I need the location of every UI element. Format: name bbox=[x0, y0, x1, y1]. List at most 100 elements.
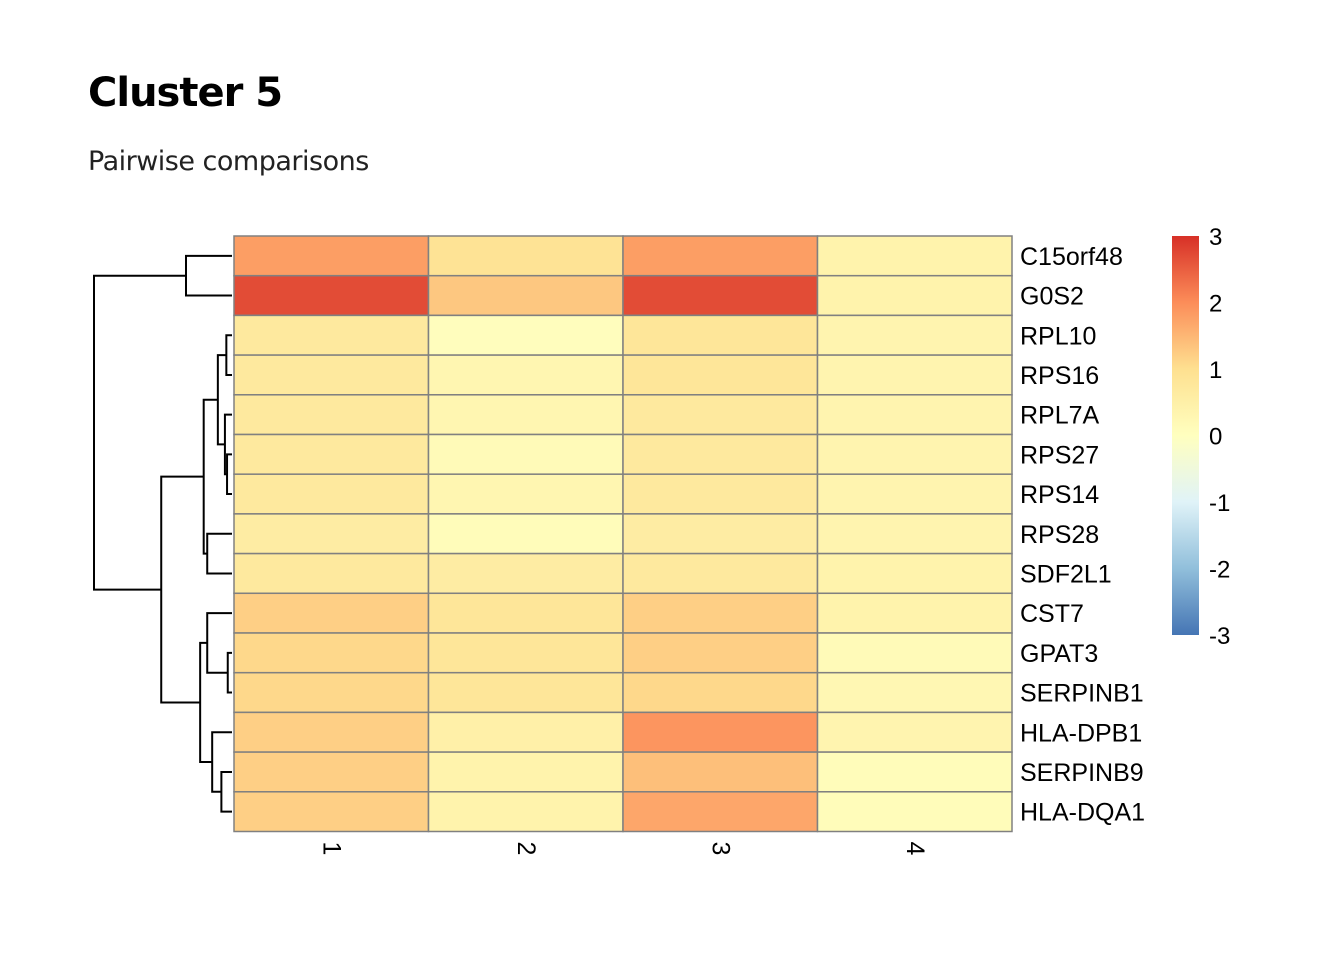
heatmap-cell bbox=[233, 513, 430, 555]
legend-tick-label: -2 bbox=[1209, 557, 1230, 584]
heatmap-cell bbox=[816, 632, 1013, 674]
heatmap-cell bbox=[816, 274, 1013, 317]
heatmap-cell bbox=[622, 632, 819, 674]
heatmap-cell bbox=[622, 394, 819, 436]
heatmap-cell bbox=[233, 751, 430, 793]
heatmap-cell bbox=[427, 235, 624, 277]
heatmap-cell bbox=[816, 354, 1013, 396]
heatmap-cell bbox=[816, 751, 1013, 793]
row-label: GPAT3 bbox=[1020, 640, 1098, 668]
dendrogram-branch bbox=[226, 453, 232, 496]
column-label: 4 bbox=[901, 842, 929, 856]
heatmap-cell bbox=[233, 473, 430, 515]
heatmap-cell bbox=[816, 473, 1013, 515]
column-label: 1 bbox=[317, 842, 345, 856]
heatmap-cell bbox=[622, 433, 819, 475]
heatmap-cell bbox=[427, 354, 624, 396]
heatmap-cell bbox=[427, 711, 624, 753]
heatmap-cell bbox=[622, 791, 819, 833]
chart-title: Cluster 5 bbox=[88, 70, 283, 116]
column-label: 2 bbox=[512, 842, 540, 856]
heatmap-cell bbox=[816, 394, 1013, 436]
heatmap-cell bbox=[622, 751, 819, 793]
heatmap-cell bbox=[816, 552, 1013, 595]
row-labels: C15orf48 G0S2 RPL10 RPS16 RPL7A RPS27 RPS14 RPS… bbox=[1020, 243, 1145, 827]
row-label: CST7 bbox=[1020, 600, 1084, 628]
heatmap-cell bbox=[427, 751, 624, 793]
heatmap-cell bbox=[427, 592, 624, 634]
heatmap-cell bbox=[622, 314, 819, 356]
dendrogram-branch bbox=[93, 274, 186, 591]
heatmap-cell bbox=[622, 473, 819, 515]
heatmap-cell bbox=[622, 552, 819, 595]
heatmap-cell bbox=[427, 394, 624, 436]
row-label: SERPINB1 bbox=[1020, 680, 1144, 708]
row-label: RPL10 bbox=[1020, 322, 1096, 350]
row-label: SDF2L1 bbox=[1020, 560, 1112, 588]
chart-subtitle: Pairwise comparisons bbox=[88, 146, 369, 177]
column-labels: 1 2 3 4 bbox=[317, 842, 929, 856]
column-label: 3 bbox=[706, 842, 734, 856]
heatmap-cell bbox=[427, 552, 624, 595]
heatmap-cell bbox=[233, 552, 430, 595]
row-label: HLA-DQA1 bbox=[1020, 799, 1145, 827]
dendrogram-branch bbox=[223, 413, 232, 476]
heatmap-cell bbox=[622, 671, 819, 714]
legend-tick-label: 3 bbox=[1209, 224, 1222, 251]
row-label: RPS16 bbox=[1020, 362, 1099, 390]
dendrogram-branch bbox=[225, 334, 232, 376]
heatmap-cell bbox=[816, 513, 1013, 555]
heatmap-cell bbox=[233, 671, 430, 714]
row-label: RPS27 bbox=[1020, 441, 1099, 469]
row-label: RPS28 bbox=[1020, 521, 1099, 549]
heatmap-cells bbox=[233, 235, 1013, 833]
heatmap-cell bbox=[622, 354, 819, 396]
heatmap-cell bbox=[427, 473, 624, 515]
dendrogram-branch bbox=[220, 770, 232, 813]
dendrogram-branch bbox=[206, 532, 232, 575]
dendrogram-branch bbox=[211, 731, 232, 793]
heatmap-cell bbox=[427, 671, 624, 714]
legend-color-bar bbox=[1172, 236, 1199, 635]
heatmap-cell bbox=[816, 314, 1013, 356]
heatmap-cell bbox=[427, 632, 624, 674]
row-label: HLA-DPB1 bbox=[1020, 719, 1142, 747]
heatmap-cell bbox=[622, 592, 819, 634]
heatmap-cell bbox=[622, 711, 819, 753]
heatmap-cell bbox=[816, 235, 1013, 277]
heatmap-cell bbox=[816, 791, 1013, 833]
row-dendrogram bbox=[93, 254, 232, 813]
heatmap-cell bbox=[816, 711, 1013, 753]
row-label: SERPINB9 bbox=[1020, 759, 1144, 787]
heatmap-cell bbox=[622, 274, 819, 317]
heatmap-cell bbox=[233, 314, 430, 356]
dendrogram-branch bbox=[185, 254, 232, 297]
heatmap-cell bbox=[622, 513, 819, 555]
heatmap-cell bbox=[233, 711, 430, 753]
heatmap-cell bbox=[816, 433, 1013, 475]
heatmap-cell bbox=[233, 274, 430, 317]
dendrogram-branch bbox=[199, 641, 213, 764]
heatmap-cell bbox=[233, 592, 430, 634]
heatmap-cell bbox=[233, 632, 430, 674]
heatmap-cell bbox=[427, 791, 624, 833]
row-label: G0S2 bbox=[1020, 283, 1084, 311]
heatmap-cell bbox=[427, 513, 624, 555]
heatmap-cell bbox=[816, 671, 1013, 714]
legend-tick-label: -1 bbox=[1209, 490, 1230, 517]
heatmap-cell bbox=[816, 592, 1013, 634]
legend-tick-label: 2 bbox=[1209, 291, 1222, 318]
heatmap-cell bbox=[427, 274, 624, 317]
heatmap-cell bbox=[233, 354, 430, 396]
heatmap-cell bbox=[427, 433, 624, 475]
legend-tick-label: 1 bbox=[1209, 357, 1222, 384]
row-label: RPL7A bbox=[1020, 402, 1100, 430]
dendrogram-branch bbox=[160, 475, 204, 704]
dendrogram-branch bbox=[206, 612, 232, 674]
row-label: C15orf48 bbox=[1020, 243, 1123, 271]
dendrogram-branch bbox=[226, 651, 232, 694]
heatmap-cell bbox=[233, 433, 430, 475]
legend-tick-label: -3 bbox=[1209, 623, 1230, 650]
dendrogram-branch bbox=[202, 398, 218, 555]
